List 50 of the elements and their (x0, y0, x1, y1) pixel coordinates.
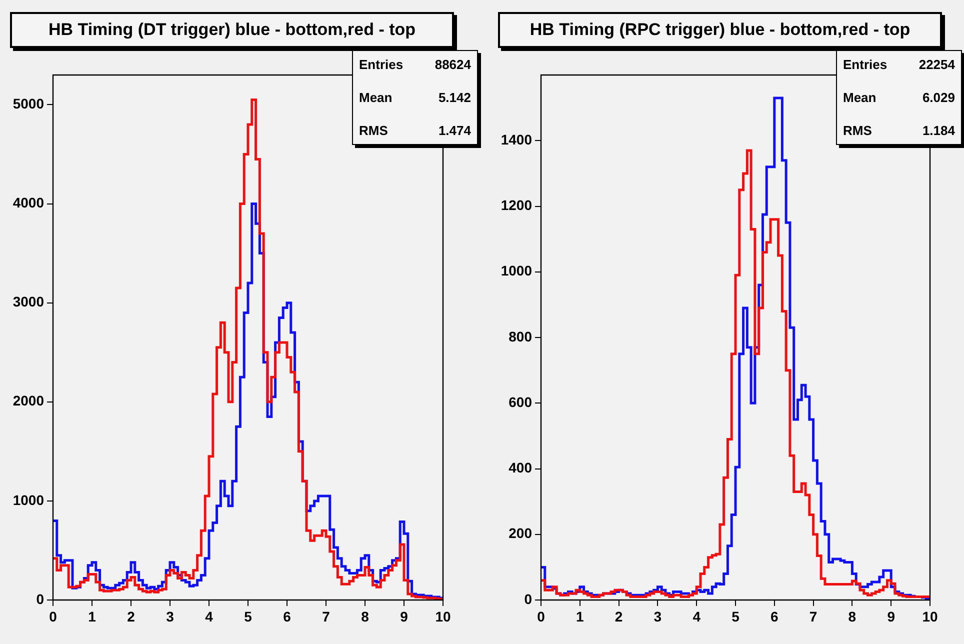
y-tick-label: 200 (508, 525, 532, 542)
x-tick-label: 0 (49, 608, 58, 624)
annotation: Mean (843, 90, 878, 105)
x-tick-label: 2 (614, 608, 623, 624)
y-tick-label: 4000 (12, 194, 44, 211)
x-tick-label: 5 (732, 608, 740, 624)
y-tick-label: 0 (524, 590, 532, 607)
x-tick-label: 6 (283, 608, 292, 624)
text: 88624 (434, 57, 471, 72)
y-tick-label: 1000 (12, 492, 44, 508)
x-tick-label: 3 (654, 608, 662, 624)
x-tick-label: 7 (322, 608, 330, 624)
x-tick-label: 1 (576, 608, 584, 624)
x-tick-label: 8 (848, 608, 856, 624)
text: 22254 (918, 57, 955, 72)
y-tick-label: 0 (36, 590, 44, 607)
x-tick-label: 7 (809, 608, 818, 624)
annotation: 6.029 (921, 90, 955, 105)
x-tick-label: 5 (244, 608, 252, 624)
annotation: Mean (359, 90, 394, 105)
y-tick-label: 1000 (500, 262, 532, 279)
annotation: 1.184 (921, 123, 955, 138)
text: Entries (843, 57, 888, 72)
x-tick-label: 4 (205, 608, 214, 624)
x-tick-label: 10 (435, 608, 451, 624)
x-tick-label: 4 (692, 608, 701, 624)
y-tick-label: 2000 (12, 392, 44, 409)
y-tick-label: 600 (508, 394, 532, 410)
annotation: RMS (359, 123, 389, 138)
y-tick-label: 5000 (12, 96, 44, 112)
x-tick-label: 3 (166, 608, 174, 624)
y-tick-label: 1400 (500, 131, 532, 148)
y-tick-label: 3000 (12, 294, 44, 310)
chart-title: HB Timing (DT trigger) blue - bottom,red - top (10, 12, 454, 48)
annotation: 1.474 (437, 123, 471, 138)
y-tick-label: 1200 (500, 197, 532, 214)
x-tick-label: 0 (537, 608, 546, 624)
x-tick-label: 1 (88, 608, 96, 624)
annotation: 5.142 (437, 90, 471, 105)
x-tick-label: 9 (400, 608, 408, 624)
x-tick-label: 9 (887, 608, 896, 624)
y-tick-label: 400 (508, 460, 532, 476)
text: Entries (359, 57, 404, 72)
x-tick-label: 8 (361, 608, 370, 624)
x-tick-label: 6 (770, 608, 778, 624)
x-tick-label: 10 (922, 608, 938, 624)
y-tick-label: 800 (508, 328, 532, 344)
chart-title: HB Timing (RPC trigger) blue - bottom,red - top (498, 12, 942, 48)
x-tick-label: 2 (127, 608, 136, 624)
annotation: RMS (843, 123, 873, 138)
